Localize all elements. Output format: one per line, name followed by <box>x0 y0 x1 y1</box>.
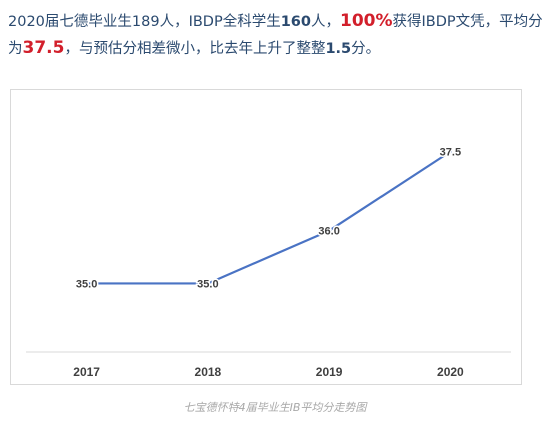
x-tick-label: 2020 <box>437 365 464 379</box>
data-point <box>448 150 452 154</box>
data-label: 36.0 <box>318 226 339 238</box>
score-increase: 1.5 <box>325 41 352 57</box>
intro-text-5: 分。 <box>351 41 381 57</box>
intro-text-3: 获得IBDP文凭，平均分为 <box>8 14 543 57</box>
x-tick-label: 2019 <box>316 365 343 379</box>
intro-text-2: 人， <box>311 14 340 30</box>
x-tick-label: 2018 <box>195 365 222 379</box>
series-line <box>85 150 452 285</box>
chart-frame: 35.0 2017 35.0 2018 36.0 2019 37.5 2020 <box>10 89 522 385</box>
full-ib-count: 160 <box>280 14 311 30</box>
data-point <box>206 281 210 286</box>
data-label: 37.5 <box>440 147 461 159</box>
diploma-rate: 100% <box>340 11 393 31</box>
intro-text-4: ，与预估分相差微小，比去年上升了整整 <box>64 41 326 57</box>
data-point <box>85 281 89 286</box>
data-label: 35.0 <box>197 278 218 290</box>
chart-caption: 七宝德怀特4届毕业生IB平均分走势图 <box>183 401 367 414</box>
average-score: 37.5 <box>22 38 65 58</box>
line-chart: 35.0 2017 35.0 2018 36.0 2019 37.5 2020 <box>26 145 511 379</box>
intro-paragraph: 2020届七德毕业生189人，IBDP全科学生160人，100%获得IBDP文凭… <box>8 8 544 62</box>
intro-text-1: 2020届七德毕业生189人，IBDP全科学生 <box>8 14 281 30</box>
data-point <box>327 229 331 233</box>
data-label: 35.0 <box>76 278 97 290</box>
x-tick-label: 2017 <box>73 365 100 379</box>
